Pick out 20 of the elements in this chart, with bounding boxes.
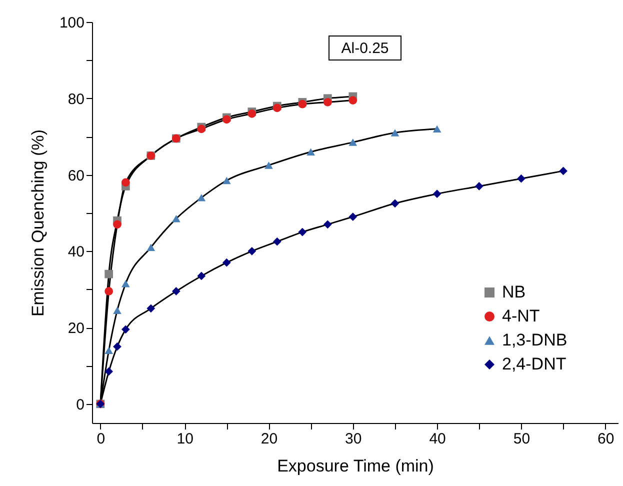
x-tick-label: 50 (513, 430, 530, 448)
y-tick-label: 0 (76, 396, 84, 414)
legend-label: 1,3-DNB (502, 330, 568, 350)
legend-label: 2,4-DNT (502, 354, 566, 374)
y-axis-title: Emission Quenching (%) (28, 129, 48, 317)
y-tick-label: 40 (68, 244, 84, 261)
y-tick-label: 80 (68, 90, 84, 108)
y-tick-label: 20 (68, 320, 84, 338)
y-tick-label: 60 (68, 167, 84, 184)
annotation: Al-0.25 (341, 40, 389, 57)
x-tick-label: 60 (598, 430, 614, 448)
x-tick-label: 30 (345, 430, 362, 448)
legend-label: 4-NT (502, 306, 540, 326)
x-tick-label: 20 (260, 430, 278, 448)
legend-label: NB (502, 282, 526, 302)
y-tick-label: 100 (59, 14, 84, 32)
x-axis-title: Exposure Time (min) (277, 456, 434, 476)
x-tick-label: 40 (429, 430, 446, 448)
x-tick-label: 0 (96, 430, 106, 448)
x-tick-label: 10 (176, 430, 194, 448)
